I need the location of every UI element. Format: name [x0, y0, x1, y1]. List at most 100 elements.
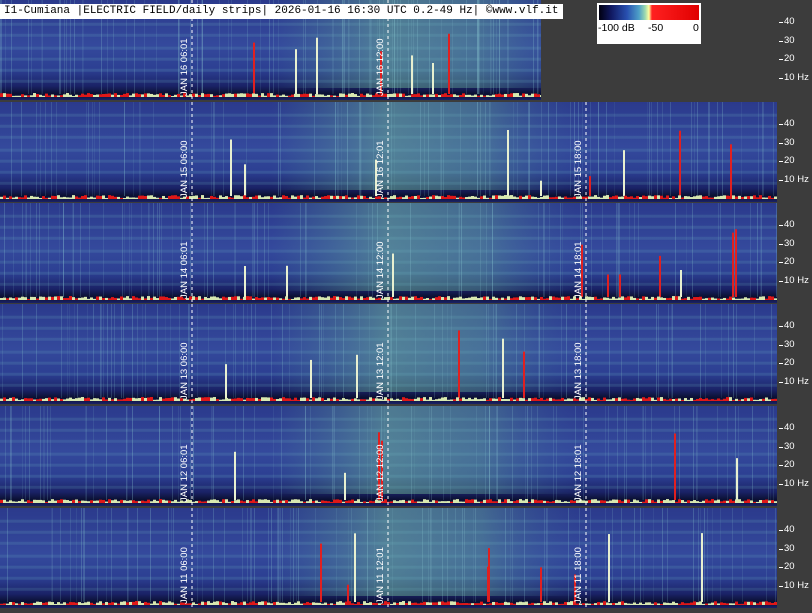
- low-frequency-floor: [657, 397, 660, 401]
- y-axis-tick: [779, 530, 783, 531]
- low-frequency-floor: [261, 397, 264, 401]
- noise-streak: [264, 203, 265, 297]
- transient-spike: [411, 55, 413, 94]
- low-frequency-floor: [195, 93, 198, 97]
- noise-streak: [59, 0, 60, 94]
- noise-streak: [727, 406, 728, 500]
- low-frequency-floor: [510, 501, 513, 503]
- low-frequency-floor: [177, 501, 180, 503]
- noise-streak: [480, 203, 481, 297]
- low-frequency-floor: [327, 296, 330, 300]
- noise-streak: [159, 406, 160, 500]
- low-frequency-floor: [390, 398, 393, 401]
- noise-streak: [546, 508, 547, 602]
- transient-spike: [448, 33, 450, 94]
- low-frequency-floor: [306, 601, 309, 605]
- low-frequency-floor: [81, 93, 84, 97]
- low-frequency-floor: [258, 297, 261, 300]
- low-frequency-floor: [81, 195, 84, 199]
- low-frequency-floor: [126, 500, 129, 503]
- low-frequency-floor: [21, 399, 24, 401]
- noise-streak: [290, 508, 291, 602]
- low-frequency-floor: [273, 500, 276, 503]
- noise-streak: [507, 0, 508, 94]
- low-frequency-floor: [270, 196, 273, 199]
- low-frequency-floor: [603, 500, 606, 503]
- low-frequency-floor: [531, 398, 534, 401]
- low-frequency-floor: [150, 501, 153, 503]
- low-frequency-floor: [537, 298, 540, 300]
- low-frequency-floor: [126, 397, 129, 401]
- low-frequency-floor: [429, 397, 432, 401]
- low-frequency-floor: [210, 397, 213, 401]
- noise-streak: [43, 406, 44, 500]
- low-frequency-floor: [345, 399, 348, 401]
- low-frequency-floor: [645, 499, 648, 503]
- low-frequency-floor: [540, 397, 543, 401]
- low-frequency-floor: [336, 398, 339, 401]
- low-frequency-floor: [747, 499, 750, 503]
- low-frequency-floor: [651, 196, 654, 199]
- noise-streak: [560, 203, 561, 297]
- low-frequency-floor: [483, 296, 486, 300]
- noise-streak: [28, 0, 29, 94]
- low-frequency-floor: [576, 500, 579, 503]
- low-frequency-floor: [558, 196, 561, 199]
- transient-spike: [320, 543, 322, 602]
- noise-streak: [486, 304, 487, 398]
- low-frequency-floor: [30, 603, 33, 605]
- low-frequency-floor: [369, 602, 372, 605]
- low-frequency-floor: [480, 398, 483, 401]
- low-frequency-floor: [408, 95, 411, 97]
- noise-streak: [586, 304, 587, 398]
- low-frequency-floor: [627, 196, 630, 199]
- noise-streak: [305, 203, 306, 297]
- low-frequency-floor: [138, 398, 141, 401]
- low-frequency-floor: [420, 501, 423, 503]
- low-frequency-floor: [300, 195, 303, 199]
- low-frequency-floor: [354, 94, 357, 97]
- low-frequency-floor: [75, 602, 78, 605]
- low-frequency-floor: [597, 196, 600, 199]
- noise-streak: [668, 304, 669, 398]
- low-frequency-floor: [60, 197, 63, 199]
- y-axis-tick: [779, 41, 783, 42]
- low-frequency-floor: [294, 499, 297, 503]
- low-frequency-floor: [414, 501, 417, 503]
- low-frequency-floor: [336, 499, 339, 503]
- noise-streak: [447, 304, 448, 398]
- low-frequency-floor: [471, 296, 474, 300]
- low-frequency-floor: [222, 94, 225, 97]
- noise-streak: [197, 508, 198, 602]
- noise-streak: [757, 203, 758, 297]
- low-frequency-floor: [42, 500, 45, 503]
- low-frequency-floor: [69, 296, 72, 300]
- low-frequency-floor: [33, 196, 36, 199]
- low-frequency-floor: [195, 501, 198, 503]
- low-frequency-floor: [393, 93, 396, 97]
- low-frequency-floor: [378, 603, 381, 605]
- low-frequency-floor: [45, 297, 48, 300]
- noise-streak: [732, 508, 733, 602]
- low-frequency-floor: [528, 501, 531, 503]
- low-frequency-floor: [117, 603, 120, 605]
- low-frequency-floor: [90, 196, 93, 199]
- low-frequency-floor: [534, 196, 537, 199]
- low-frequency-floor: [546, 602, 549, 605]
- noise-streak: [235, 203, 236, 297]
- low-frequency-floor: [498, 298, 501, 300]
- noise-streak: [159, 406, 160, 500]
- low-frequency-floor: [405, 296, 408, 300]
- noise-streak: [172, 203, 173, 297]
- low-frequency-floor: [621, 296, 624, 300]
- low-frequency-floor: [99, 601, 102, 605]
- low-frequency-floor: [726, 298, 729, 300]
- noise-streak: [491, 0, 492, 94]
- low-frequency-floor: [357, 195, 360, 199]
- low-frequency-floor: [609, 603, 612, 605]
- noise-streak: [379, 0, 380, 94]
- noise-streak: [25, 203, 26, 297]
- low-frequency-floor: [414, 602, 417, 605]
- noise-streak: [461, 203, 462, 297]
